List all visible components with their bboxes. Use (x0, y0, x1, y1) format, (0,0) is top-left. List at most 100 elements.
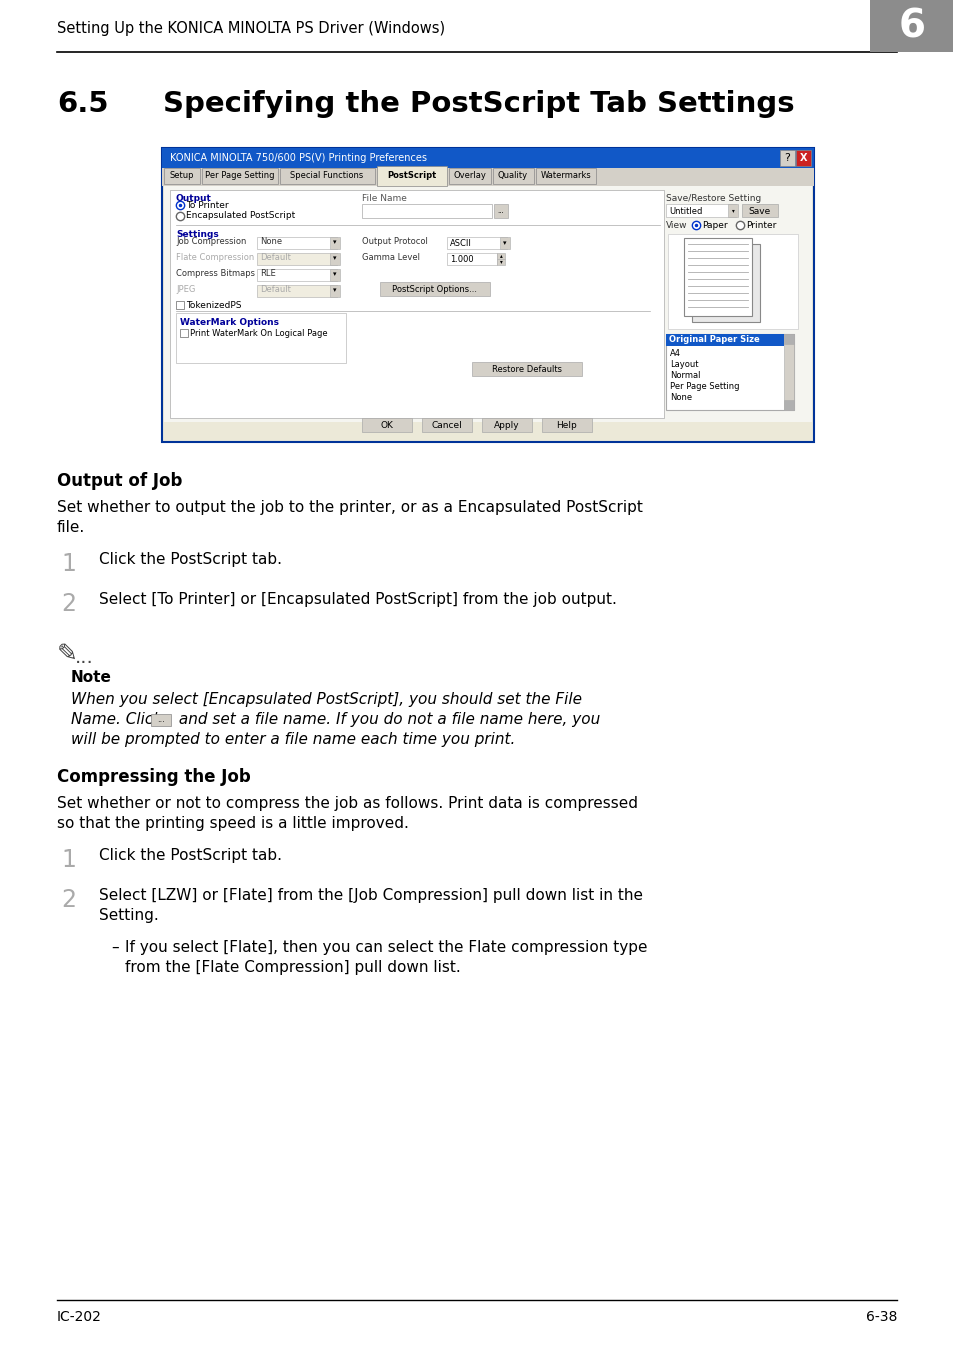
Bar (869, 0, 953, 51)
Text: ▾: ▾ (333, 239, 336, 245)
Text: ...: ... (75, 648, 93, 667)
Text: so that the printing speed is a little improved.: so that the printing speed is a little i… (57, 817, 409, 831)
Bar (536, 168, 596, 184)
Text: Default: Default (260, 285, 291, 295)
Text: Save/Restore Setting: Save/Restore Setting (665, 193, 760, 203)
Text: Setting.: Setting. (99, 909, 158, 923)
Bar (493, 168, 534, 184)
Text: Help: Help (556, 420, 577, 430)
Bar (783, 400, 793, 410)
Text: Cancel: Cancel (431, 420, 462, 430)
Text: Output Protocol: Output Protocol (361, 238, 428, 246)
Bar (727, 204, 738, 218)
Text: Restore Defaults: Restore Defaults (492, 365, 561, 373)
Text: Set whether or not to compress the job as follows. Print data is compressed: Set whether or not to compress the job a… (57, 796, 638, 811)
Text: ▾: ▾ (333, 256, 336, 261)
Text: If you select [Flate], then you can select the Flate compression type: If you select [Flate], then you can sele… (125, 940, 647, 955)
Bar (783, 334, 793, 410)
Text: file.: file. (57, 521, 85, 535)
Text: ASCII: ASCII (450, 238, 472, 247)
Text: Gamma Level: Gamma Level (361, 254, 419, 262)
Bar (256, 269, 336, 281)
Text: Save: Save (748, 207, 770, 215)
Text: Output: Output (175, 193, 212, 203)
Text: ✎: ✎ (57, 642, 78, 667)
Text: 1: 1 (61, 848, 76, 872)
Bar (330, 285, 339, 297)
Bar (379, 283, 490, 296)
Bar (447, 237, 506, 249)
Text: Layout: Layout (669, 360, 698, 369)
Bar (330, 237, 339, 249)
Bar (783, 334, 793, 343)
Text: Flate Compression: Flate Compression (175, 254, 254, 262)
Bar (162, 168, 813, 187)
Bar (280, 168, 375, 184)
Bar (170, 191, 663, 418)
Text: Default: Default (260, 254, 291, 262)
Bar (499, 237, 510, 249)
Bar (494, 204, 507, 218)
Text: ...: ... (497, 208, 504, 214)
Text: RLE: RLE (260, 269, 275, 279)
Text: WaterMark Options: WaterMark Options (180, 318, 278, 327)
Text: 2: 2 (61, 592, 76, 617)
Bar (256, 253, 336, 265)
Text: 6-38: 6-38 (864, 1310, 896, 1324)
Text: Output of Job: Output of Job (57, 472, 182, 489)
Text: Quality: Quality (497, 172, 528, 181)
Text: Compressing the Job: Compressing the Job (57, 768, 251, 786)
Bar (361, 204, 492, 218)
Bar (481, 418, 532, 433)
Bar (795, 150, 810, 166)
Text: Setup: Setup (170, 172, 194, 181)
Bar (667, 234, 797, 329)
Bar (665, 204, 735, 218)
Bar (180, 329, 188, 337)
Text: TokenizedPS: TokenizedPS (186, 300, 241, 310)
Bar (330, 253, 339, 265)
Text: Compress Bitmaps: Compress Bitmaps (175, 269, 254, 279)
Text: When you select [Encapsulated PostScript], you should set the File: When you select [Encapsulated PostScript… (71, 692, 581, 707)
Text: None: None (669, 393, 691, 402)
Text: Untitled: Untitled (668, 207, 701, 215)
Text: Paper: Paper (701, 220, 727, 230)
Bar (151, 714, 171, 726)
Text: Job Compression: Job Compression (175, 238, 246, 246)
Bar (541, 418, 592, 433)
Bar (164, 168, 200, 184)
Text: –: – (111, 940, 118, 955)
Bar (741, 204, 778, 218)
Text: Per Page Setting: Per Page Setting (669, 383, 739, 391)
Bar (330, 269, 339, 281)
Bar (256, 237, 336, 249)
Text: ?: ? (783, 153, 789, 164)
Text: Note: Note (71, 671, 112, 685)
Bar (361, 418, 412, 433)
Text: PostScript: PostScript (387, 172, 436, 181)
Bar (691, 243, 760, 322)
Text: ▾: ▾ (731, 208, 734, 214)
Text: Print WaterMark On Logical Page: Print WaterMark On Logical Page (190, 329, 327, 338)
Text: 6: 6 (898, 7, 924, 45)
Bar (421, 418, 472, 433)
Text: View: View (665, 220, 687, 230)
Text: A4: A4 (669, 349, 680, 358)
Text: Select [To Printer] or [Encapsulated PostScript] from the job output.: Select [To Printer] or [Encapsulated Pos… (99, 592, 617, 607)
Text: Set whether to output the job to the printer, or as a Encapsulated PostScript: Set whether to output the job to the pri… (57, 500, 642, 515)
Bar (202, 168, 277, 184)
Text: JPEG: JPEG (175, 285, 195, 295)
Bar (447, 253, 497, 265)
Text: None: None (260, 238, 282, 246)
Text: Settings: Settings (175, 230, 218, 239)
Bar (472, 362, 581, 376)
Text: OK: OK (380, 420, 393, 430)
Bar (497, 253, 504, 260)
Text: 1.000: 1.000 (450, 254, 473, 264)
Text: will be prompted to enter a file name each time you print.: will be prompted to enter a file name ea… (71, 731, 515, 748)
Text: ▴: ▴ (499, 254, 502, 258)
Text: Click the PostScript tab.: Click the PostScript tab. (99, 848, 282, 863)
Text: ▾: ▾ (333, 287, 336, 293)
Text: Overlay: Overlay (453, 172, 486, 181)
Bar (164, 187, 811, 422)
